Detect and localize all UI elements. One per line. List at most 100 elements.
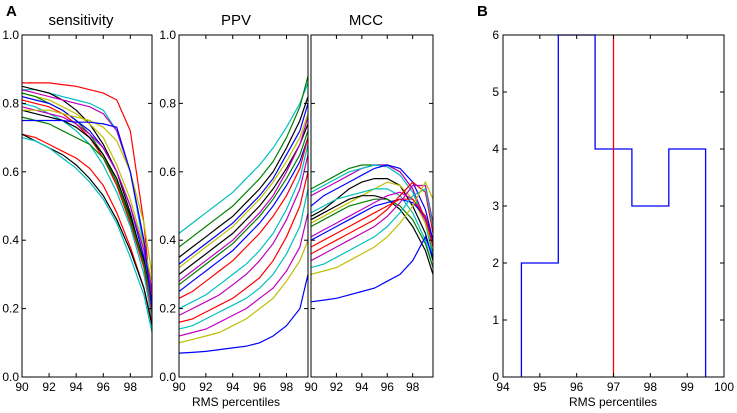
series-line-10 [311,191,433,244]
x-tick-label: 90 [304,380,318,394]
series-line-14 [179,188,308,330]
series-line-16 [311,180,433,275]
y-tick-label: 6 [492,28,499,42]
series-line-12 [22,109,152,275]
series-line-7 [179,116,308,282]
series-group [22,82,152,333]
y-tick-label: 0.0 [2,370,19,384]
sensitivity-plot: 90 92 94 96 98 0.0 0.2 0.4 0.6 0.8 1.0 [2,28,153,394]
y-tick-label: 0.2 [159,302,176,316]
panel-a-label: A [6,3,17,20]
series-line-11 [179,144,308,310]
series-line-5 [311,178,433,261]
series-line-14 [311,184,433,262]
series-line-4 [311,164,433,241]
series-line-11 [311,198,433,241]
y-tick-label: 0.6 [2,165,19,179]
x-tick-label: 90 [15,380,29,394]
x-tick-label: 96 [381,380,395,394]
series-line-2 [179,75,308,248]
x-tick-label: 96 [97,380,111,394]
histogram-plot: 94 95 96 97 98 99 100 0 1 2 3 4 5 6 [492,28,734,394]
x-tick-label: 95 [533,380,547,394]
mcc-plot: 90 92 94 96 98 [304,34,434,394]
x-tick-label: 90 [172,380,186,394]
histogram-chart: 94 95 96 97 98 99 100 0 1 2 3 4 5 6 RMS percentiles [492,28,734,409]
series-line-12 [179,154,308,316]
x-tick-label: 96 [570,380,584,394]
x-tick-label: 94 [226,380,240,394]
series-line-13 [22,116,152,306]
plot-frame [21,34,153,378]
y-tick-label: 4 [492,142,499,156]
series-line-8 [311,195,433,275]
mcc-chart: MCC 90 92 94 96 98 [304,12,434,394]
series-line-3 [22,85,152,302]
series-line-8 [179,130,308,286]
series-line-16 [179,239,308,344]
series-line-5 [22,92,152,282]
x-tick-label: 98 [406,380,420,394]
y-tick-label: 0.8 [2,96,19,110]
x-tick-label: 98 [280,380,294,394]
series-line-15 [179,212,308,337]
y-tick-label: 1 [492,313,499,327]
series-line-6 [22,92,152,302]
x-tick-label: 98 [124,380,138,394]
ppv-x-axis-label: RMS percentiles [192,395,280,409]
x-tick-label: 92 [42,380,56,394]
y-tick-label: 1.0 [159,28,176,42]
x-tick-label: 99 [680,380,694,394]
x-tick-label: 94 [496,380,510,394]
series-line-9 [311,198,433,268]
mcc-title: MCC [349,12,383,29]
plot-frame [178,34,309,378]
series-line-3 [311,164,433,258]
x-tick-label: 97 [607,380,621,394]
x-tick-label: 100 [714,380,734,394]
series-line-17 [22,137,152,333]
y-tick-label: 0.2 [2,302,19,316]
series-line-7 [311,188,433,268]
series-line-15 [22,133,152,323]
series-line-3 [179,96,308,258]
series-line-7 [22,96,152,309]
ppv-title: PPV [221,12,251,29]
x-tick-label: 96 [253,380,267,394]
series-line-6 [179,123,308,275]
y-tick-label: 1.0 [2,28,19,42]
series-line-15 [311,187,433,269]
y-tick-label: 0.4 [159,233,176,247]
series-line-1 [22,82,152,309]
series-line-10 [22,106,152,296]
plot-frame [310,34,434,378]
series-line-14 [22,119,152,309]
series-line-17 [311,235,433,303]
series-line-1 [179,82,308,234]
series-group [179,75,308,354]
panel-b-label: B [477,3,488,20]
y-tick-label: 0.8 [159,96,176,110]
series-line-9 [179,137,308,292]
x-tick-label: 98 [644,380,658,394]
ppv-plot: 90 92 94 96 98 0.0 0.2 0.4 0.6 0.8 1.0 [159,28,309,394]
series-line-11 [22,109,152,302]
series-line-5 [179,113,308,269]
series-line-2 [311,164,433,248]
y-tick-label: 0.6 [159,165,176,179]
series-line-4 [179,103,308,265]
y-tick-label: 3 [492,199,499,213]
x-tick-label: 94 [355,380,369,394]
ppv-chart: PPV 90 92 94 96 98 0.0 0.2 0.4 0.6 0.8 1.0 RMS per… [159,12,309,409]
y-tick-label: 0.0 [159,370,176,384]
series-line-12 [311,198,433,248]
sensitivity-title: sensitivity [48,12,114,29]
series-line-17 [179,274,308,354]
histogram-x-axis-label: RMS percentiles [569,395,657,409]
series-group [311,164,433,303]
series-line-10 [179,137,308,299]
y-tick-label: 2 [492,256,499,270]
x-tick-label: 92 [330,380,344,394]
y-tick-label: 0.4 [2,233,19,247]
